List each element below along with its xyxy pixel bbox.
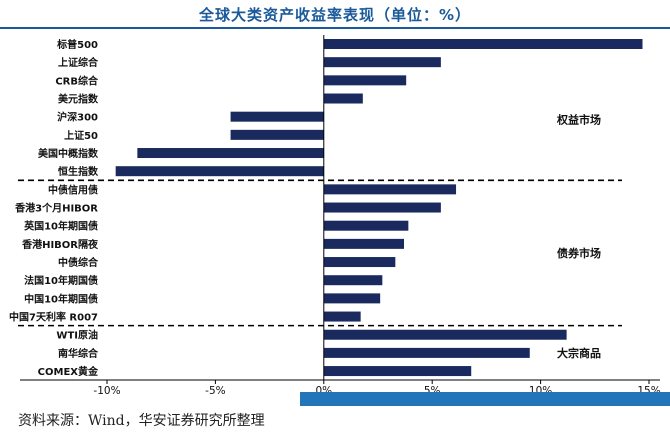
- footer-accent-bar: [300, 392, 670, 406]
- category-label: 香港3个月HIBOR: [15, 202, 98, 215]
- category-label: 中债综合: [58, 256, 99, 269]
- category-label: 美国中概指数: [38, 147, 99, 160]
- category-label: 标普500: [56, 38, 98, 51]
- chart-title: 全球大类资产收益率表现（单位：%）: [198, 6, 472, 24]
- bar-16: [323, 329, 567, 340]
- bar-18: [323, 366, 472, 377]
- category-label: 法国10年期国债: [24, 274, 98, 287]
- group-label: 权益市场: [556, 113, 601, 127]
- category-label: 中债信用债: [48, 183, 98, 196]
- bar-2: [323, 75, 407, 86]
- title-underline: [0, 27, 670, 29]
- bar-0: [323, 39, 643, 49]
- x-tick-label: -10%: [93, 385, 120, 397]
- bar-3: [323, 93, 363, 104]
- bar-13: [323, 275, 383, 286]
- category-label: WTI原油: [56, 329, 98, 342]
- category-label: 中国10年期国债: [24, 292, 98, 305]
- category-label: 美元指数: [58, 93, 99, 106]
- x-tick-label: -5%: [205, 385, 225, 397]
- source-note: 资料来源：Wind，华安证券研究所整理: [18, 413, 265, 429]
- category-label: 南华综合: [58, 347, 99, 360]
- group-label: 债券市场: [557, 246, 601, 260]
- category-label: 上证50: [64, 129, 98, 142]
- category-label: 沪深300: [57, 111, 98, 124]
- bar-9: [323, 202, 441, 213]
- bar-1: [323, 57, 441, 68]
- bar-15: [323, 311, 361, 322]
- category-label: COMEX黄金: [38, 365, 99, 378]
- category-label: 中国7天利率 R007: [9, 311, 98, 324]
- bar-10: [323, 220, 409, 231]
- bar-4: [230, 111, 324, 122]
- category-label: 香港HIBOR隔夜: [22, 238, 99, 251]
- category-label: 英国10年期国债: [23, 220, 98, 233]
- bar-17: [323, 347, 530, 358]
- bar-7: [115, 166, 324, 177]
- category-label: CRB综合: [55, 74, 99, 87]
- bar-5: [230, 129, 324, 140]
- bar-8: [323, 184, 457, 195]
- bar-11: [323, 238, 405, 249]
- bar-6: [137, 148, 324, 159]
- group-label: 大宗商品: [557, 346, 601, 360]
- bar-12: [323, 257, 396, 268]
- bar-14: [323, 293, 381, 304]
- category-label: 上证综合: [58, 56, 99, 69]
- category-label: 恒生指数: [58, 165, 99, 178]
